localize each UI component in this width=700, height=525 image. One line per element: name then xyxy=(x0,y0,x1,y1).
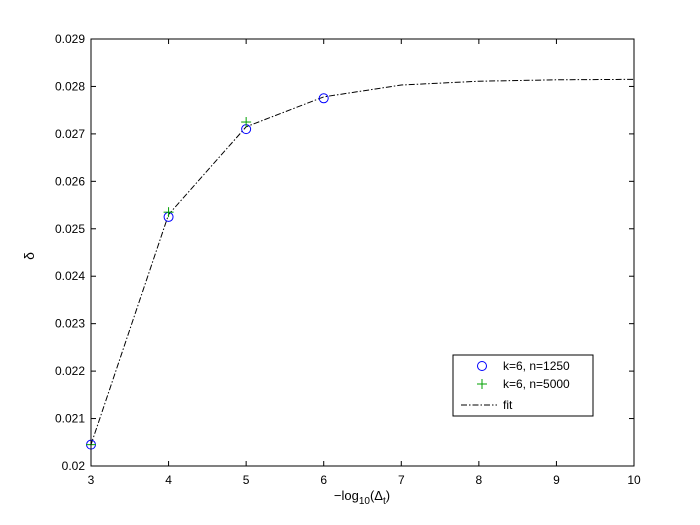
legend-marker-plus xyxy=(477,379,487,389)
y-tick-label: 0.02 xyxy=(62,459,86,473)
x-tick-label: 8 xyxy=(476,473,483,487)
y-tick-label: 0.022 xyxy=(55,364,85,378)
x-tick-label: 6 xyxy=(320,473,327,487)
data-point-plus xyxy=(163,207,174,218)
data-point-circle xyxy=(318,93,329,104)
x-axis-label-main: −log xyxy=(334,488,359,503)
data-point-plus xyxy=(241,117,252,128)
x-axis-label-paren-close: ) xyxy=(386,488,390,503)
x-tick-label: 3 xyxy=(88,473,95,487)
y-tick-label: 0.025 xyxy=(55,222,85,236)
x-tick-label: 4 xyxy=(165,473,172,487)
x-tick-label: 7 xyxy=(398,473,405,487)
y-tick-label: 0.024 xyxy=(55,269,85,283)
legend-label-series-2: k=6, n=5000 xyxy=(503,377,570,391)
x-tick-label: 5 xyxy=(243,473,250,487)
x-axis-label-paren-open: (Δ xyxy=(370,488,383,503)
legend-label-series-3: fit xyxy=(503,398,513,412)
y-axis-label: δ xyxy=(21,252,37,260)
x-axis-label-paren-sub: t xyxy=(383,496,386,507)
y-tick-label: 0.023 xyxy=(55,317,85,331)
legend-label-series-1: k=6, n=1250 xyxy=(503,359,570,373)
legend-box xyxy=(452,354,594,417)
x-tick-label: 9 xyxy=(553,473,560,487)
y-tick-label: 0.027 xyxy=(55,127,85,141)
x-axis-label-sub: 10 xyxy=(359,496,371,507)
y-tick-label: 0.028 xyxy=(55,79,85,93)
y-tick-label: 0.021 xyxy=(55,412,85,426)
plot-frame xyxy=(90,38,635,467)
fit-line xyxy=(90,78,635,445)
y-tick-label: 0.026 xyxy=(55,174,85,188)
x-axis-label: −log10(Δt) xyxy=(334,488,390,507)
x-tick-label: 10 xyxy=(627,473,641,487)
y-tick-label: 0.029 xyxy=(55,32,85,46)
legend-marker-circle xyxy=(477,361,487,371)
legend: k=6, n=1250 k=6, n=5000 fit xyxy=(452,354,594,417)
